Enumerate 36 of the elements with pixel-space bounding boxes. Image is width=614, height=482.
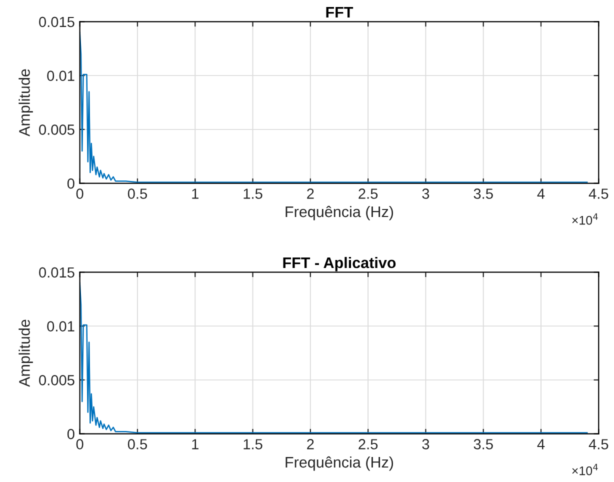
x-tick-label: 4 [537, 439, 545, 450]
x-tick-label: 0 [76, 439, 84, 450]
x-tick-label: 3 [422, 188, 430, 199]
text: ×10$^{4}$ [572, 464, 598, 476]
x-tick-label: 4.5 [588, 188, 608, 199]
x-tick-label: 1.5 [244, 188, 262, 199]
x-tick-label: 1 [192, 188, 198, 199]
x-axis-title: Frequência (Hz) [286, 456, 394, 471]
chart-title: FFT [326, 7, 354, 18]
x-tick-label: 3.5 [474, 188, 493, 199]
y-tick-label: 0 [67, 178, 74, 189]
y-tick-label: 0.015 [39, 16, 74, 28]
x-tick-label: 4.5 [588, 439, 608, 450]
y-tick-label: 0.005 [39, 124, 74, 135]
y-tick-label: 0.015 [39, 267, 74, 278]
y-tick-label: 0.01 [47, 321, 74, 332]
x-tick-label: 2 [307, 439, 314, 450]
x-tick-label: 0.5 [128, 439, 147, 450]
text: ×10$^{4}$ [572, 213, 598, 225]
x-tick-label: 4 [537, 188, 545, 199]
x-tick-label: 2.5 [358, 439, 378, 450]
chart-title: FFT - Aplicativo [283, 256, 396, 272]
x-tick-label: 2 [307, 188, 314, 199]
x-tick-label: 3.5 [474, 439, 493, 450]
y-tick-label: 0 [67, 428, 74, 440]
y-tick-label: 0.005 [39, 375, 74, 386]
x-tick-label: 2.5 [358, 188, 378, 199]
x-tick-label: 0.5 [128, 188, 147, 199]
x-tick-label: 1 [192, 439, 198, 450]
x-tick-label: 0 [76, 188, 84, 199]
x-tick-label: 3 [422, 439, 430, 450]
x-axis-title: Frequência (Hz) [286, 206, 394, 220]
y-axis-title: Amplitude [18, 69, 33, 136]
x-tick-label: 1.5 [244, 439, 262, 450]
y-tick-label: 0.01 [47, 70, 74, 81]
y-axis-title: Amplitude [18, 320, 33, 387]
